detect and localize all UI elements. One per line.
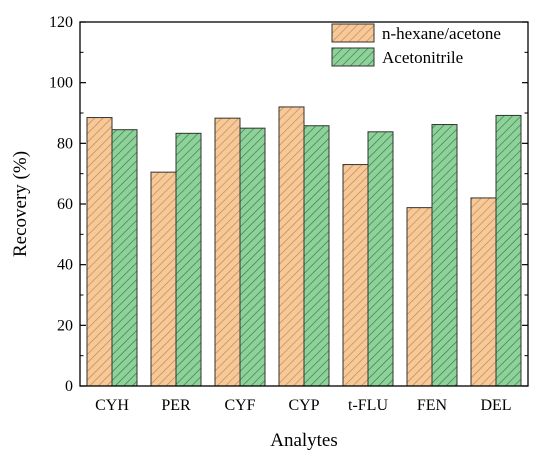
bar-per-n-hexane-acetone [150,171,177,387]
x-tick-label-cyh: CYH [95,397,129,414]
bar-cyh-acetonitrile [111,129,138,387]
x-tick-label-cyp: CYP [288,397,319,414]
bar-per-acetonitrile [175,132,202,387]
y-axis-title: Recovery (%) [10,151,31,257]
y-tick-label: 80 [57,135,73,152]
y-tick-label: 120 [49,14,73,31]
x-axis-title: Analytes [270,430,338,451]
bar-t-flu-n-hexane-acetone [342,164,369,387]
bar-cyf-n-hexane-acetone [214,117,241,387]
legend-swatch-0 [331,23,375,43]
x-tick-label-cyf: CYF [224,397,255,414]
x-tick-label-del: DEL [480,397,511,414]
x-tick-label-per: PER [161,397,191,414]
y-tick-label: 100 [49,75,73,92]
x-tick-label-fen: FEN [417,397,448,414]
bar-cyp-n-hexane-acetone [278,106,305,387]
y-tick-label: 60 [57,196,73,213]
legend-label-0: n-hexane/acetone [382,24,501,43]
bars-group [86,106,522,387]
bar-cyh-n-hexane-acetone [86,117,113,387]
bar-fen-n-hexane-acetone [406,207,433,387]
bar-cyp-acetonitrile [303,125,330,387]
bar-fen-acetonitrile [431,124,458,387]
y-tick-label: 40 [57,257,73,274]
x-tick-label-t-flu: t-FLU [348,397,388,414]
y-tick-label: 20 [57,317,73,334]
bar-del-n-hexane-acetone [470,197,497,387]
bar-cyf-acetonitrile [239,127,266,387]
bar-del-acetonitrile [495,114,522,387]
bar-t-flu-acetonitrile [367,131,394,387]
legend-label-1: Acetonitrile [382,48,463,67]
legend: n-hexane/acetone Acetonitrile [331,23,501,67]
ticks-group: 0 20 40 60 80 100 120 CYH PER CYF CYP t-FLU FEN DEL [49,14,528,414]
legend-swatch-1 [331,47,375,67]
y-tick-label: 0 [65,378,73,395]
